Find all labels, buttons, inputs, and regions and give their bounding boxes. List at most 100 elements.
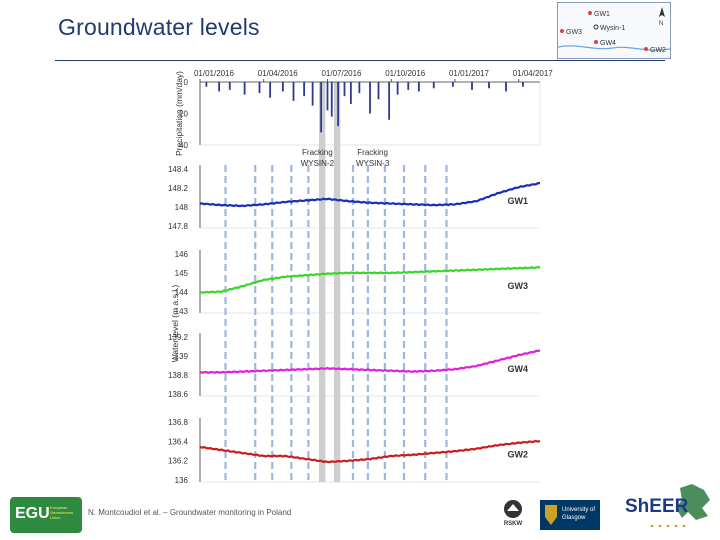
precip-bar [269,82,272,98]
precip-bar [388,82,391,120]
north-label: N [659,21,663,27]
precip-bar [358,82,361,94]
inset-marker-gw1 [588,11,592,15]
fracking-annotation-well: WYSIN-2 [301,159,335,168]
inset-label-gw3: GW3 [566,29,582,36]
inset-marker-gw4 [594,40,598,44]
precip-y-tick: 20 [179,110,188,119]
title-divider [55,60,665,61]
precip-bar [320,82,323,133]
precip-bar [377,82,380,100]
y-tick-label-gw1: 148 [175,203,189,212]
rskw-logo: RSKW [498,499,528,529]
inset-label-gw1: GW1 [594,11,610,18]
sheer-europe-map-icon [650,484,710,528]
footer-citation: N. Montcoudiol et al. – Groundwater moni… [88,508,292,517]
slide-title: Groundwater levels [58,14,260,40]
precip-bar [396,82,399,95]
precip-bar [228,82,231,90]
precip-bar [349,82,352,105]
inset-label-gw2: GW2 [650,47,666,54]
sheer-logo: ShEER [622,482,714,534]
y-tick-label-gw1: 148.4 [168,165,189,174]
series-label-gw1: GW1 [507,196,528,206]
precip-bar [303,82,306,97]
x-tick-label: 01/07/2016 [321,69,362,78]
y-tick-label-gw3: 146 [175,250,189,259]
series-line-gw3 [199,266,541,294]
y-tick-label-gw1: 148.2 [168,184,189,193]
fracking-band-1 [319,82,326,482]
precip-bar [330,82,333,117]
precip-bar [218,82,221,92]
rskw-logo-text: RSKW [503,521,523,527]
glasgow-crest-icon [545,505,557,525]
fracking-band-2 [333,82,341,482]
wells-y-axis-label: Water level (m a.s.l.) [170,285,180,363]
precip-bar [258,82,261,94]
precip-bar [205,82,208,87]
series-label-gw3: GW3 [507,281,528,291]
inset-marker-gw2 [644,47,648,51]
x-tick-label: 01/04/2016 [258,69,299,78]
precip-bar [281,82,284,92]
y-tick-label-gw3: 145 [175,269,189,278]
precip-bar [343,82,346,97]
fracking-annotation-well: WYSIN-3 [356,159,390,168]
egu-logo: EGU European Geosciences Union [10,497,82,533]
x-tick-label: 01/04/2017 [513,69,554,78]
series-label-gw2: GW2 [507,450,528,460]
precip-bar [417,82,420,92]
precip-bar [432,82,435,89]
series-line-gw2 [199,439,541,464]
x-tick-label: 01/01/2017 [449,69,490,78]
data-series [199,82,541,464]
precip-bar [471,82,473,90]
y-tick-label-gw2: 136.4 [168,437,189,446]
y-tick-label-gw2: 136.8 [168,418,189,427]
y-tick-label-gw2: 136 [175,476,189,485]
precip-bar [243,82,246,95]
precip-bar [505,82,507,92]
y-tick-label-gw3: 143 [175,307,189,316]
y-tick-label-gw4: 138.8 [168,371,189,380]
y-tick-label-gw4: 139 [175,352,189,361]
glasgow-logo: University of Glasgow [540,500,600,530]
precip-bar [326,82,329,111]
precip-bar [407,82,410,90]
precip-y-tick: 0 [184,78,189,87]
precip-y-axis-label: Precipitation (mm/day) [174,71,184,156]
rskw-emblem-icon [504,500,522,518]
inset-river [558,45,670,51]
glasgow-logo-text: University of Glasgow [562,507,596,521]
egu-logo-text: EGU [15,505,50,522]
series-line-gw4 [199,349,541,374]
fracking-bands [319,82,341,482]
precip-bar [522,82,524,87]
x-tick-label: 01/10/2016 [385,69,426,78]
north-arrow-icon [659,7,665,17]
egu-logo-subtext: European Geosciences Union [50,505,74,520]
y-tick-label-gw4: 139.2 [168,333,189,342]
precip-bar [292,82,295,101]
x-tick-label: 01/01/2016 [194,69,235,78]
precip-bar [369,82,371,114]
y-tick-label-gw1: 147.8 [168,222,189,231]
inset-marker-gw3 [560,29,564,33]
fracking-annotation-label: Fracking [357,148,388,157]
precip-bar [488,82,490,89]
precip-bar [451,82,454,87]
sheer-logo-text: ShEER [625,496,689,517]
chart-text: 01/01/2016 01/04/2016 01/07/2016 01/10/2016… [168,69,553,485]
inset-marker-wysin [593,24,599,30]
precip-y-tick: 40 [179,141,188,150]
inset-location-map: GW1 Wysin-1 GW3 GW4 GW2 N [557,2,671,59]
inset-label-gw4: GW4 [600,40,616,47]
series-line-gw1 [199,182,541,208]
y-tick-label-gw4: 138.6 [168,390,189,399]
precip-bar [311,82,314,106]
y-tick-label-gw2: 136.2 [168,457,189,466]
precip-bar [337,82,340,127]
inset-label-wysin: Wysin-1 [600,25,625,32]
